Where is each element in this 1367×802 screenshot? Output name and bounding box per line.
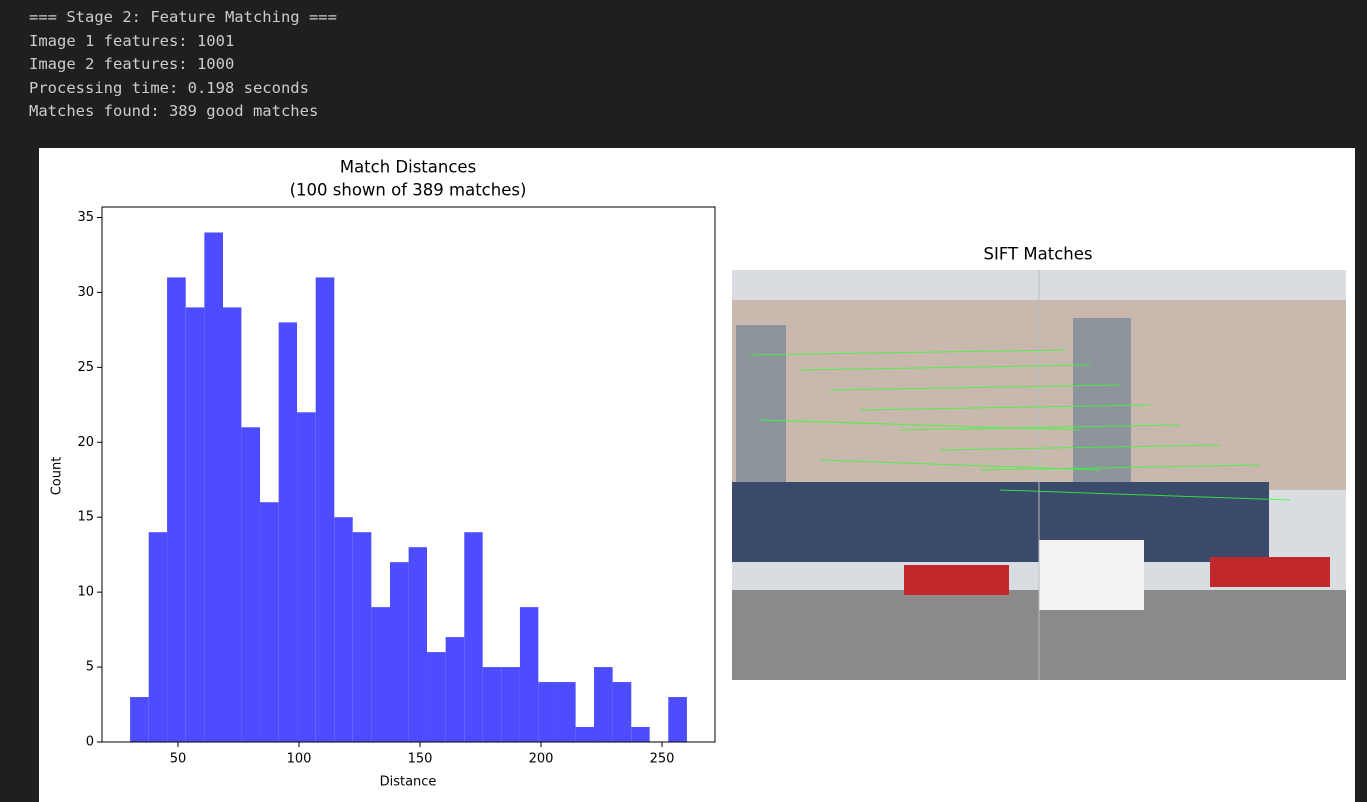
chart-title: Match Distances [340,158,476,177]
y-tick-label: 30 [77,285,94,300]
x-axis-label: Distance [380,775,437,790]
bar [223,307,242,742]
y-tick-label: 15 [77,510,94,525]
plot-frame [101,206,716,743]
x-tick-label: 200 [529,752,554,767]
bar [241,427,261,742]
bar [464,532,483,742]
bar [315,277,335,742]
y-tick-label: 10 [77,585,94,600]
console-line: Image 1 features: 1001 [29,31,235,50]
x-tick-label: 50 [170,752,187,767]
x-tick-label: 100 [287,752,312,767]
bar [278,322,298,742]
bar [185,307,205,742]
y-axis-label: Count [50,457,65,496]
bar [501,667,520,742]
bar [371,607,390,742]
bar [482,667,502,742]
bar [408,547,428,742]
bar [538,682,557,742]
bar [260,502,279,742]
chart-subtitle: (100 shown of 389 matches) [290,181,527,200]
bar [556,682,576,742]
bar [519,607,539,742]
y-tick-label: 20 [77,435,94,450]
y-tick-label: 5 [86,660,94,675]
bar [352,532,372,742]
console-line: Image 2 features: 1000 [29,55,235,73]
bar [612,682,632,742]
console-output: === Stage 2: Feature Matching === Image 1… [29,6,337,124]
y-tick-label: 25 [77,360,94,375]
bar [334,517,353,742]
bar [167,277,186,742]
console-line: Matches found: 389 good matches [29,102,319,120]
bar [148,532,168,742]
bar [668,697,687,742]
y-tick-label: 0 [86,735,94,750]
bar [427,652,446,742]
bar [445,637,465,742]
image-title: SIFT Matches [984,245,1093,264]
figure: Match Distances (100 shown of 389 matche… [39,148,1355,802]
bar [593,667,613,742]
console-line: === Stage 2: Feature Matching === [29,8,337,26]
bar [575,727,594,742]
sift-image [732,270,1346,680]
y-tick-label: 35 [77,210,94,225]
bar [204,232,224,742]
x-tick-label: 250 [650,752,675,767]
bar [389,562,409,742]
console-line: Processing time: 0.198 seconds [29,78,309,97]
x-tick-label: 150 [408,752,433,767]
bar [631,727,650,742]
bar [297,412,316,742]
bar [130,697,149,742]
